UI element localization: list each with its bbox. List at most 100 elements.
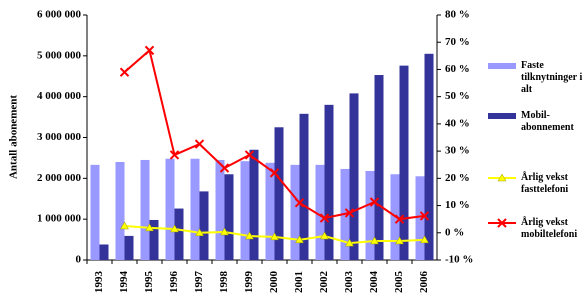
y2-tick-label: -10 % — [445, 254, 473, 266]
marker — [270, 232, 279, 241]
x-tick-label: 1999 — [243, 271, 255, 294]
bar — [365, 170, 375, 260]
bar — [324, 104, 334, 260]
marker — [169, 150, 180, 160]
bar — [190, 158, 200, 260]
y-axis-label: Antall abonement — [8, 95, 20, 179]
legend-item: Årlig vekst mobiltelefoni — [488, 217, 588, 257]
y2-tick-label: 50 % — [445, 90, 470, 102]
bar — [349, 93, 359, 261]
marker — [244, 150, 255, 160]
y2-tick-label: 20 % — [445, 172, 470, 184]
x-tick-label: 2002 — [318, 271, 330, 294]
bar — [240, 161, 250, 260]
legend-swatch-rect — [488, 63, 516, 69]
y-tick-label: 1 000 000 — [37, 213, 82, 225]
x-tick-label: 1998 — [218, 271, 230, 294]
y-tick-label: 6 000 000 — [37, 9, 82, 21]
legend-item: Mobil-abonnement — [488, 110, 588, 150]
marker — [320, 231, 329, 240]
marker — [119, 67, 130, 77]
marker — [245, 231, 254, 240]
legend-label: Årlig vekst mobiltelefoni — [521, 217, 578, 240]
bar — [115, 162, 125, 260]
marker — [144, 45, 155, 56]
marker — [395, 236, 404, 245]
marker — [344, 208, 355, 218]
bar — [215, 159, 225, 260]
y2-tick-label: 30 % — [445, 145, 470, 157]
marker — [369, 197, 380, 207]
marker — [195, 228, 204, 237]
marker — [420, 235, 429, 244]
bar — [149, 219, 159, 260]
y-tick-label: 3 000 000 — [37, 131, 82, 143]
legend-swatch-marker — [497, 218, 507, 228]
bar — [90, 164, 100, 260]
legend-swatch — [488, 218, 516, 228]
legend-swatch — [488, 113, 516, 119]
marker — [370, 236, 379, 245]
x-tick-label: 2000 — [268, 271, 280, 294]
y-tick-label: 2 000 000 — [37, 172, 82, 184]
bar — [140, 159, 150, 260]
x-tick-label: 1995 — [143, 271, 155, 294]
x-tick-label: 2003 — [343, 271, 355, 294]
x-tick-label: 1997 — [193, 271, 205, 294]
marker — [394, 214, 405, 224]
x-tick-label: 1996 — [168, 271, 180, 294]
marker — [170, 224, 179, 233]
x-tick-label: 1994 — [118, 271, 130, 294]
y-tick-label: 5 000 000 — [37, 49, 82, 61]
marker — [145, 223, 154, 232]
bar — [199, 191, 209, 260]
legend-item: Faste tilknytninger i alt — [488, 60, 588, 100]
marker — [345, 238, 354, 247]
marker — [269, 168, 280, 178]
marker — [419, 211, 430, 221]
x-tick-label: 1993 — [93, 271, 105, 294]
bar — [299, 113, 309, 260]
bar — [174, 208, 184, 260]
bar — [415, 176, 425, 260]
y-tick-label: 0 — [76, 254, 82, 266]
bar — [265, 162, 275, 260]
bar — [290, 164, 300, 260]
legend-label: Mobil-abonnement — [521, 110, 574, 133]
x-tick-label: 2004 — [368, 271, 380, 294]
y2-tick-label: 80 % — [445, 9, 470, 21]
x-tick-label: 2005 — [393, 271, 405, 294]
legend-swatch-marker — [497, 173, 507, 182]
legend-swatch — [488, 63, 516, 69]
y2-tick-label: 60 % — [445, 63, 470, 75]
legend-label: Faste tilknytninger i alt — [521, 60, 583, 95]
marker — [194, 139, 205, 149]
marker — [294, 198, 305, 208]
bar — [424, 53, 434, 260]
bar — [274, 127, 284, 261]
y2-tick-label: 0 % — [445, 226, 464, 238]
y2-tick-label: 40 % — [445, 117, 470, 129]
legend-swatch — [488, 173, 516, 182]
bar — [224, 174, 234, 260]
bar — [374, 75, 384, 261]
x-tick-label: 2001 — [293, 271, 305, 293]
bar — [249, 149, 259, 260]
x-tick-label: 2006 — [418, 271, 430, 294]
legend-swatch-rect — [488, 113, 516, 119]
bar — [399, 65, 409, 260]
bar — [99, 244, 109, 260]
marker — [219, 163, 230, 173]
marker — [295, 235, 304, 244]
bar — [124, 235, 134, 260]
bar — [165, 158, 175, 260]
marker — [220, 227, 229, 236]
y2-tick-label: 10 % — [445, 199, 470, 211]
bar — [315, 164, 325, 260]
marker — [120, 221, 129, 230]
legend-item: Årlig vekst fasttelefoni — [488, 172, 588, 212]
y2-tick-label: 70 % — [445, 36, 470, 48]
marker — [319, 213, 330, 223]
